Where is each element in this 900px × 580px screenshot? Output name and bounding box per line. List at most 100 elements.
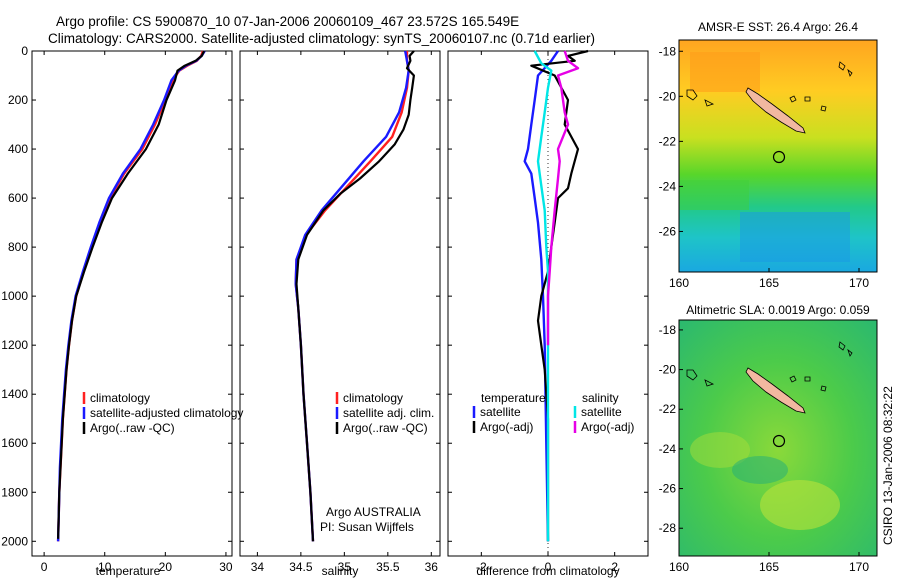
depth-tick-label: 1800 (1, 485, 28, 499)
depth-tick-label: 200 (8, 93, 28, 107)
salinity-x-axis: 34 34.5 35 35.5 36 (251, 51, 439, 574)
temperature-panel: 0 200 400 600 800 1000 1200 1400 1600 1800 2000 0 1… (1, 44, 243, 578)
temperature-series (56, 50, 206, 542)
argo-position-marker (772, 434, 786, 448)
lon-tick-label: 160 (669, 276, 689, 290)
salinity-panel: 34 34.5 35 35.5 36 salinity climatology sate… (239, 50, 441, 578)
lat-tick-label: -28 (659, 521, 677, 535)
x-tick-label: 2 (611, 560, 618, 574)
sst-cool-patch (740, 212, 850, 262)
sst-map-title: AMSR-E SST: 26.4 Argo: 26.4 (698, 20, 858, 34)
depth-tick-label: 800 (8, 240, 28, 254)
sla-map-frame (678, 319, 878, 557)
depth-tick-label: 600 (8, 191, 28, 205)
series-line-salinity-satellite (533, 50, 553, 542)
depth-tick-label: 2000 (1, 534, 28, 548)
legend-label-temp-argo: Argo(-adj) (480, 420, 533, 434)
difference-x-label: difference from climatology (476, 564, 619, 578)
side-stamp: CSIRO 13-Jan-2006 08:32:22 (881, 386, 895, 545)
legend-label-sal-argo: Argo(-adj) (581, 420, 634, 434)
temperature-axes-frame (31, 50, 233, 557)
lat-tick-label: -24 (659, 442, 677, 456)
sst-map-frame (678, 39, 878, 273)
legend-label-temp-satellite: satellite (480, 405, 521, 419)
x-tick-label: 35.5 (376, 560, 400, 574)
x-tick-label: 0 (545, 560, 552, 574)
sst-map: AMSR-E SST: 26.4 Argo: 26.4 160 165 170 -18… (659, 20, 878, 290)
legend-header-temperature: temperature (481, 391, 546, 405)
series-line-temperature-satellite (523, 50, 559, 542)
temperature-legend: climatology satellite-adjusted climatolo… (82, 391, 243, 435)
sla-map-title: Altimetric SLA: 0.0019 Argo: 0.059 (686, 303, 870, 317)
x-tick-label: 30 (219, 560, 233, 574)
legend-label-climatology: climatology (90, 391, 150, 405)
sst-map-ticks: 160 165 170 -18 -20 -22 -24 -26 (659, 44, 870, 290)
legend-header-salinity: salinity (582, 391, 619, 405)
lon-tick-label: 165 (759, 560, 779, 574)
depth-tick-label: 0 (21, 44, 28, 58)
depth-tick-label: 1400 (1, 387, 28, 401)
difference-panel: -2 0 2 difference from climatology tempera… (447, 49, 649, 578)
series-line-climatology (56, 50, 205, 542)
x-tick-label: 20 (159, 560, 173, 574)
series-line-salinity-argo-adj (546, 50, 580, 346)
lon-tick-label: 160 (669, 560, 689, 574)
legend-label-climatology: climatology (343, 391, 403, 405)
lat-tick-label: -24 (659, 179, 677, 193)
sla-high-anomaly-2 (690, 432, 750, 468)
temperature-x-label: temperature (96, 564, 161, 578)
vanuatu-islands (838, 341, 853, 357)
loyalty-islands (789, 95, 827, 112)
depth-axis: 0 200 400 600 800 1000 1200 1400 1600 1800 2000 (1, 44, 232, 548)
chesterfield-reefs (686, 369, 715, 387)
series-line-argo-raw-qc (57, 50, 206, 539)
depth-tick-label: 400 (8, 142, 28, 156)
salinity-series (294, 50, 415, 542)
new-caledonia-land (745, 367, 806, 414)
legend-label-argo: Argo(..raw -QC) (90, 421, 175, 435)
legend-label-satellite: satellite-adjusted climatology (90, 406, 243, 420)
lat-tick-label: -18 (659, 323, 677, 337)
difference-legend: temperature salinity satellite satellite… (472, 391, 634, 434)
series-line-satellite-adjusted-climatology (56, 50, 206, 542)
sst-green-patch (679, 180, 749, 210)
x-tick-label: 35 (338, 560, 352, 574)
series-line-temperature-argo-adj (530, 49, 589, 542)
legend-label-satellite: satellite adj. clim. (343, 406, 434, 420)
x-tick-label: 34 (251, 560, 265, 574)
vanuatu-islands (838, 61, 853, 77)
lat-tick-label: -18 (659, 44, 677, 58)
difference-depth-ticks (448, 50, 648, 542)
x-tick-label: -2 (476, 560, 487, 574)
new-caledonia-land (745, 87, 806, 134)
x-tick-label: 34.5 (289, 560, 313, 574)
depth-tick-label: 1600 (1, 436, 28, 450)
header-line-2: Climatology: CARS2000. Satellite-adjuste… (48, 31, 595, 46)
sst-warm-patch (690, 52, 760, 92)
lat-tick-label: -20 (659, 363, 677, 377)
header-line-1: Argo profile: CS 5900870_10 07-Jan-2006 … (56, 14, 519, 29)
x-tick-label: 0 (41, 560, 48, 574)
lat-tick-label: -20 (659, 89, 677, 103)
difference-series (523, 49, 589, 542)
sla-map-ticks: 160 165 170 -18 -20 -22 -24 -26 -28 (659, 323, 870, 574)
series-line-satellite-adj-clim (294, 50, 410, 542)
x-tick-label: 36 (425, 560, 439, 574)
annotation-argo-australia: Argo AUSTRALIA (326, 505, 421, 519)
lat-tick-label: -26 (659, 482, 677, 496)
annotation-pi: PI: Susan Wijffels (320, 520, 414, 534)
depth-tick-label: 1000 (1, 289, 28, 303)
depth-tick-label: 1200 (1, 338, 28, 352)
lon-tick-label: 165 (759, 276, 779, 290)
difference-x-axis: -2 0 2 (476, 51, 618, 574)
salinity-x-label: salinity (322, 564, 359, 578)
legend-label-sal-satellite: satellite (581, 405, 622, 419)
salinity-depth-ticks (240, 50, 440, 542)
lon-tick-label: 170 (849, 276, 869, 290)
lon-tick-label: 170 (849, 560, 869, 574)
sla-high-anomaly (760, 480, 840, 530)
sla-low-anomaly (732, 456, 788, 484)
salinity-axes-frame (239, 50, 441, 557)
temperature-x-axis: 0 10 20 30 (41, 51, 233, 574)
